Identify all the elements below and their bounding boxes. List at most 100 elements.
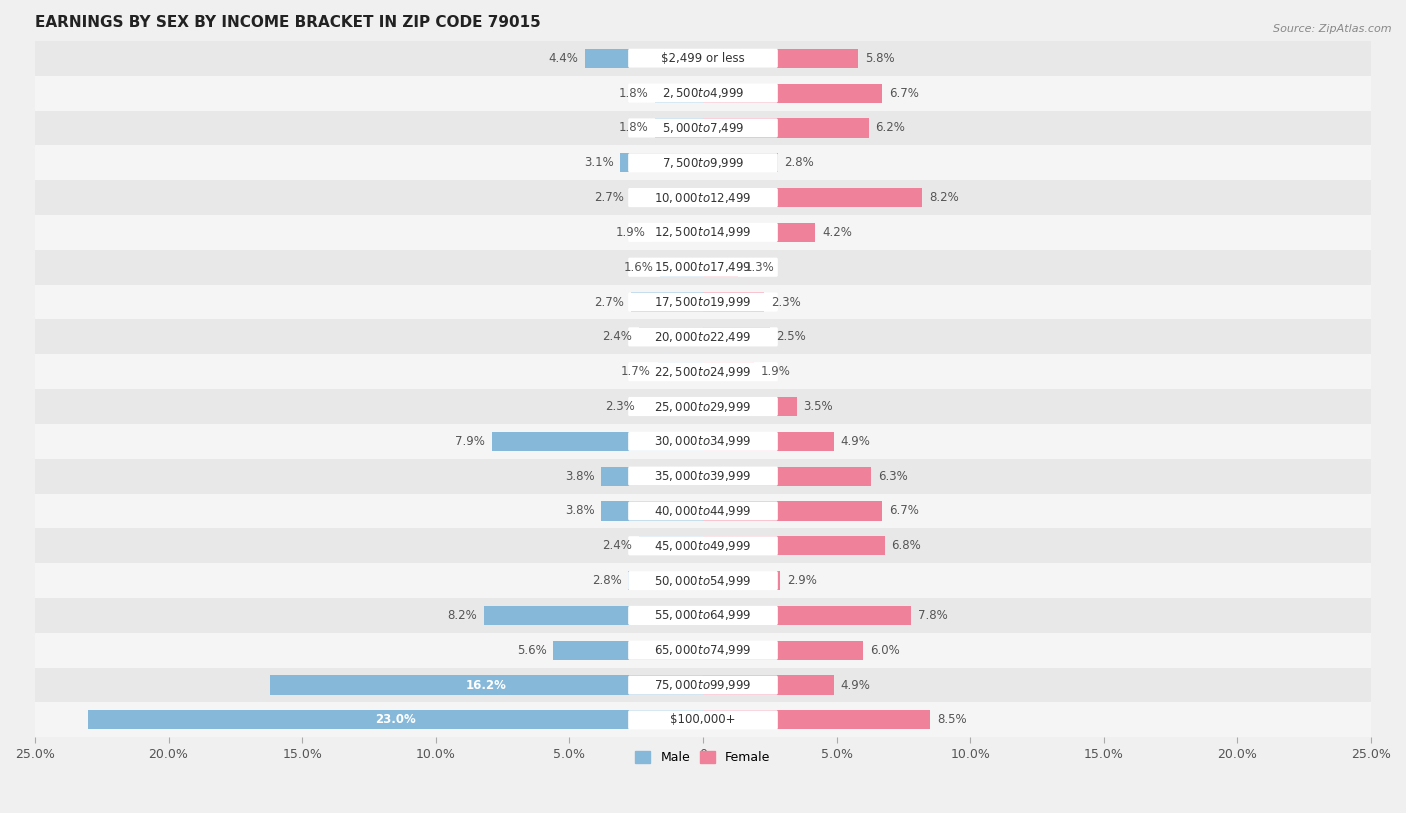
- Bar: [655, 84, 703, 102]
- Bar: [35, 41, 1371, 76]
- FancyBboxPatch shape: [628, 676, 778, 694]
- Bar: [602, 502, 703, 520]
- Text: $17,500 to $19,999: $17,500 to $19,999: [654, 295, 752, 309]
- Text: 6.7%: 6.7%: [889, 504, 918, 517]
- Bar: [703, 502, 882, 520]
- Bar: [638, 328, 703, 346]
- Text: $5,000 to $7,499: $5,000 to $7,499: [662, 121, 744, 135]
- Text: 8.2%: 8.2%: [929, 191, 959, 204]
- FancyBboxPatch shape: [628, 293, 778, 311]
- Text: $15,000 to $17,499: $15,000 to $17,499: [654, 260, 752, 274]
- Text: 1.8%: 1.8%: [619, 87, 648, 100]
- Text: $65,000 to $74,999: $65,000 to $74,999: [654, 643, 752, 657]
- Text: 7.9%: 7.9%: [456, 435, 485, 448]
- Bar: [703, 537, 884, 555]
- Bar: [655, 119, 703, 137]
- Bar: [484, 606, 703, 625]
- Bar: [35, 459, 1371, 493]
- Text: 5.8%: 5.8%: [865, 52, 894, 65]
- Text: $100,000+: $100,000+: [671, 713, 735, 726]
- Text: 4.2%: 4.2%: [823, 226, 852, 239]
- Text: 2.8%: 2.8%: [785, 156, 814, 169]
- FancyBboxPatch shape: [628, 258, 778, 276]
- FancyBboxPatch shape: [628, 362, 778, 381]
- Bar: [703, 467, 872, 485]
- Text: 4.4%: 4.4%: [548, 52, 579, 65]
- Text: $55,000 to $64,999: $55,000 to $64,999: [654, 608, 752, 623]
- FancyBboxPatch shape: [628, 502, 778, 520]
- Bar: [638, 537, 703, 555]
- FancyBboxPatch shape: [628, 84, 778, 102]
- Bar: [631, 188, 703, 207]
- Bar: [35, 633, 1371, 667]
- FancyBboxPatch shape: [628, 432, 778, 451]
- Text: $10,000 to $12,499: $10,000 to $12,499: [654, 190, 752, 205]
- Text: 2.8%: 2.8%: [592, 574, 621, 587]
- FancyBboxPatch shape: [628, 328, 778, 346]
- Bar: [35, 563, 1371, 598]
- Text: $50,000 to $54,999: $50,000 to $54,999: [654, 574, 752, 588]
- FancyBboxPatch shape: [628, 467, 778, 485]
- Bar: [35, 180, 1371, 215]
- Bar: [703, 606, 911, 625]
- Text: 3.1%: 3.1%: [583, 156, 613, 169]
- Bar: [628, 571, 703, 590]
- Bar: [703, 711, 931, 729]
- FancyBboxPatch shape: [628, 571, 778, 590]
- Text: 1.3%: 1.3%: [744, 261, 775, 274]
- Text: 5.6%: 5.6%: [517, 644, 547, 657]
- Text: 6.7%: 6.7%: [889, 87, 918, 100]
- Text: $20,000 to $22,499: $20,000 to $22,499: [654, 330, 752, 344]
- FancyBboxPatch shape: [628, 537, 778, 555]
- Bar: [703, 119, 869, 137]
- Text: 1.7%: 1.7%: [621, 365, 651, 378]
- Bar: [35, 424, 1371, 459]
- Text: 3.8%: 3.8%: [565, 470, 595, 483]
- Bar: [35, 285, 1371, 320]
- Bar: [35, 389, 1371, 424]
- Legend: Male, Female: Male, Female: [630, 746, 776, 769]
- FancyBboxPatch shape: [628, 188, 778, 207]
- Bar: [703, 258, 738, 276]
- Bar: [703, 362, 754, 381]
- Bar: [585, 49, 703, 67]
- Text: 6.2%: 6.2%: [876, 121, 905, 134]
- Text: 7.8%: 7.8%: [918, 609, 948, 622]
- Text: 2.7%: 2.7%: [595, 191, 624, 204]
- Bar: [35, 667, 1371, 702]
- Bar: [35, 493, 1371, 528]
- Bar: [35, 215, 1371, 250]
- FancyBboxPatch shape: [628, 49, 778, 67]
- Bar: [620, 153, 703, 172]
- Bar: [703, 223, 815, 242]
- Bar: [652, 223, 703, 242]
- Text: 1.9%: 1.9%: [616, 226, 645, 239]
- Text: 4.9%: 4.9%: [841, 435, 870, 448]
- Text: $22,500 to $24,999: $22,500 to $24,999: [654, 365, 752, 379]
- Bar: [641, 397, 703, 416]
- Bar: [703, 84, 882, 102]
- Bar: [703, 397, 797, 416]
- Text: 2.3%: 2.3%: [770, 296, 801, 309]
- Bar: [35, 702, 1371, 737]
- Text: $25,000 to $29,999: $25,000 to $29,999: [654, 399, 752, 414]
- Bar: [703, 676, 834, 694]
- Bar: [35, 320, 1371, 354]
- Bar: [658, 362, 703, 381]
- Text: $2,499 or less: $2,499 or less: [661, 52, 745, 65]
- Bar: [35, 146, 1371, 180]
- Text: 8.2%: 8.2%: [447, 609, 477, 622]
- Text: 2.3%: 2.3%: [605, 400, 636, 413]
- Text: Source: ZipAtlas.com: Source: ZipAtlas.com: [1274, 24, 1392, 34]
- Text: $45,000 to $49,999: $45,000 to $49,999: [654, 539, 752, 553]
- FancyBboxPatch shape: [628, 606, 778, 625]
- Bar: [703, 641, 863, 660]
- Text: 2.9%: 2.9%: [787, 574, 817, 587]
- Text: 2.5%: 2.5%: [776, 330, 806, 343]
- FancyBboxPatch shape: [628, 711, 778, 729]
- Bar: [703, 49, 858, 67]
- Bar: [631, 293, 703, 311]
- FancyBboxPatch shape: [628, 397, 778, 416]
- Bar: [703, 293, 765, 311]
- Bar: [703, 571, 780, 590]
